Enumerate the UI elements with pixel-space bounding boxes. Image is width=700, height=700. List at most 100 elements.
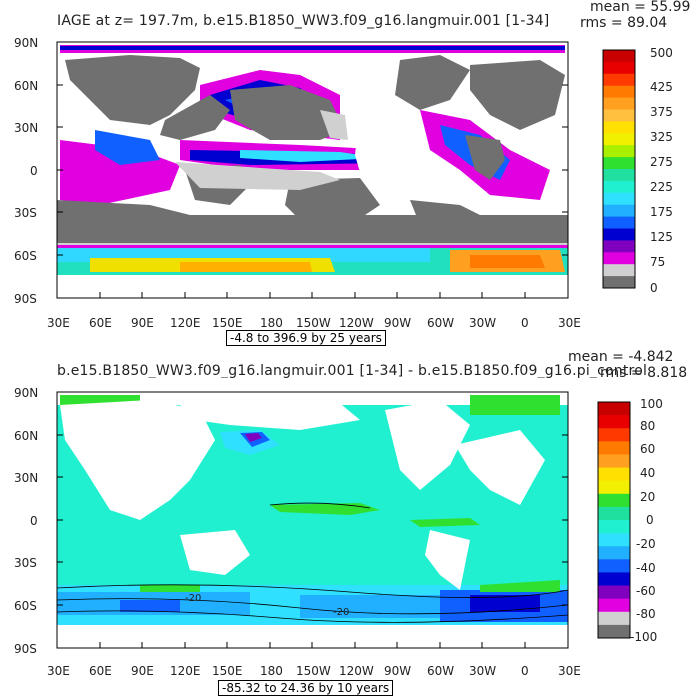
panel1-colorbar-swatch (603, 145, 635, 158)
panel2-colorbar-swatch (598, 611, 630, 626)
panel2-cb-label: -100 (630, 630, 658, 644)
panel1-colorbar-frame (602, 49, 636, 289)
panel2-lat-60s: 60S (14, 599, 37, 613)
panel1-cb-label: 175 (650, 205, 673, 219)
panel2-colorbar-swatch (598, 546, 630, 560)
panel1-lat-90s: 90S (14, 292, 37, 306)
panel2-lon-120w: 120W (339, 664, 374, 678)
panel1-colorbar-swatch (603, 228, 635, 241)
panel1-colorbar-swatch (603, 180, 635, 194)
panel1-lon-0: 0 (521, 316, 529, 330)
panel2-lat-90n: 90N (14, 386, 39, 400)
panel1-colorbar-swatch (603, 192, 635, 206)
panel2-lon-90e: 90E (131, 664, 154, 678)
panel1-colorbar-swatch (603, 121, 635, 134)
panel1-colorbar-swatch (603, 169, 635, 182)
panel1-lon-30e: 30E (47, 316, 70, 330)
panel1-lon-90w: 90W (384, 316, 412, 330)
panel2-colorbar-frame (597, 401, 631, 639)
panel2-lon-90w: 90W (384, 664, 412, 678)
panel2-cb-label: -20 (636, 537, 656, 551)
panel1-lat-30n: 30N (14, 121, 39, 135)
panel2-cb-label: -60 (636, 584, 656, 598)
panel1-lat-60n: 60N (14, 79, 39, 93)
panel2-colorbar-swatch (598, 506, 630, 521)
panel2-lat-30n: 30N (14, 471, 39, 485)
panel1-colorbar-swatch (603, 252, 635, 265)
panel2-lon-120e: 120E (170, 664, 201, 678)
panel2-title: b.e15.B1850_WW3.f09_g16.langmuir.001 [1-… (57, 364, 648, 378)
panel1-map (56, 41, 569, 299)
panel2-cb-label: 20 (640, 490, 656, 504)
panel2-colorbar-swatch (598, 572, 630, 587)
panel2-lat-0: 0 (30, 514, 38, 528)
panel1-colorbar-swatch (603, 264, 635, 277)
panel2-colorbar-swatch (598, 520, 630, 534)
panel2-mean: mean = -4.842 (568, 349, 674, 365)
panel1-lat-0: 0 (30, 164, 38, 178)
panel1-cb-label: 75 (650, 255, 666, 269)
panel2-ticks (56, 391, 569, 649)
panel2-lon-30e: 30E (47, 664, 70, 678)
panel1-lat-90n: 90N (14, 36, 39, 50)
panel1-cb-label: 225 (650, 180, 673, 194)
panel2-lon-180: 180 (260, 664, 283, 678)
contour-label: -20 (333, 607, 350, 618)
panel2-cb-label: 80 (640, 419, 656, 433)
panel2-lon-30e-end: 30E (558, 664, 581, 678)
panel1-lon-30e-end: 30E (558, 316, 581, 330)
panel2-colorbar-swatch (598, 402, 630, 416)
panel2-colorbar-swatch (598, 428, 630, 442)
contour-label: -20 (185, 593, 202, 604)
panel1-colorbar-swatch (603, 50, 635, 63)
panel2-lon-150e: 150E (212, 664, 243, 678)
panel2-colorbar-swatch (598, 480, 630, 495)
panel2-cb-label: 40 (640, 466, 656, 480)
panel1-lon-60e: 60E (89, 316, 112, 330)
panel2-colorbar (597, 401, 631, 639)
panel1-colorbar-swatch (603, 276, 635, 289)
panel1-cb-label: 0 (650, 281, 658, 295)
panel2-range: -85.32 to 24.36 by 10 years (218, 680, 394, 696)
panel2-lon-0: 0 (521, 664, 529, 678)
panel1-colorbar (602, 49, 636, 289)
panel2-lat-90s: 90S (14, 642, 37, 656)
panel1-lat-30s: 30S (14, 206, 37, 220)
panel2-lat-30s: 30S (14, 556, 37, 570)
panel1-colorbar-swatch (603, 97, 635, 110)
panel1-lat-60s: 60S (14, 249, 37, 263)
panel1-cb-label: 325 (650, 130, 673, 144)
panel1-cb-label: 275 (650, 155, 673, 169)
panel2-lon-60e: 60E (89, 664, 112, 678)
panel2-colorbar-swatch (598, 585, 630, 600)
panel2-cb-label: 0 (646, 513, 654, 527)
panel1-lon-180: 180 (260, 316, 283, 330)
panel2-cb-label: -80 (636, 607, 656, 621)
panel1-cb-label: 425 (650, 80, 673, 94)
panel2-colorbar-swatch (598, 598, 630, 613)
panel1-rms: rms = 89.04 (580, 15, 668, 31)
panel1-colorbar-swatch (603, 204, 635, 218)
panel2-colorbar-swatch (598, 415, 630, 429)
panel1-lon-60w: 60W (427, 316, 455, 330)
panel1-cb-label: 500 (650, 46, 673, 60)
panel1-lon-150e: 150E (212, 316, 243, 330)
panel1-cb-label: 125 (650, 230, 673, 244)
panel2-colorbar-swatch (598, 624, 630, 639)
panel1-colorbar-swatch (603, 85, 635, 99)
panel1-mean: mean = 55.99 (590, 0, 691, 15)
panel1-lon-120e: 120E (170, 316, 201, 330)
panel1-colorbar-swatch (603, 133, 635, 146)
panel2-lon-30w: 30W (469, 664, 497, 678)
panel1-lon-120w: 120W (339, 316, 374, 330)
panel2-colorbar-swatch (598, 493, 630, 508)
panel1-colorbar-swatch (603, 240, 635, 253)
panel1-cb-label: 375 (650, 105, 673, 119)
panel2-cb-label: -40 (636, 561, 656, 575)
panel2-cb-label: 60 (640, 442, 656, 456)
panel2-colorbar-swatch (598, 533, 630, 547)
panel1-lon-30w: 30W (469, 316, 497, 330)
panel2-colorbar-swatch (598, 441, 630, 455)
panel2-colorbar-swatch (598, 467, 630, 482)
